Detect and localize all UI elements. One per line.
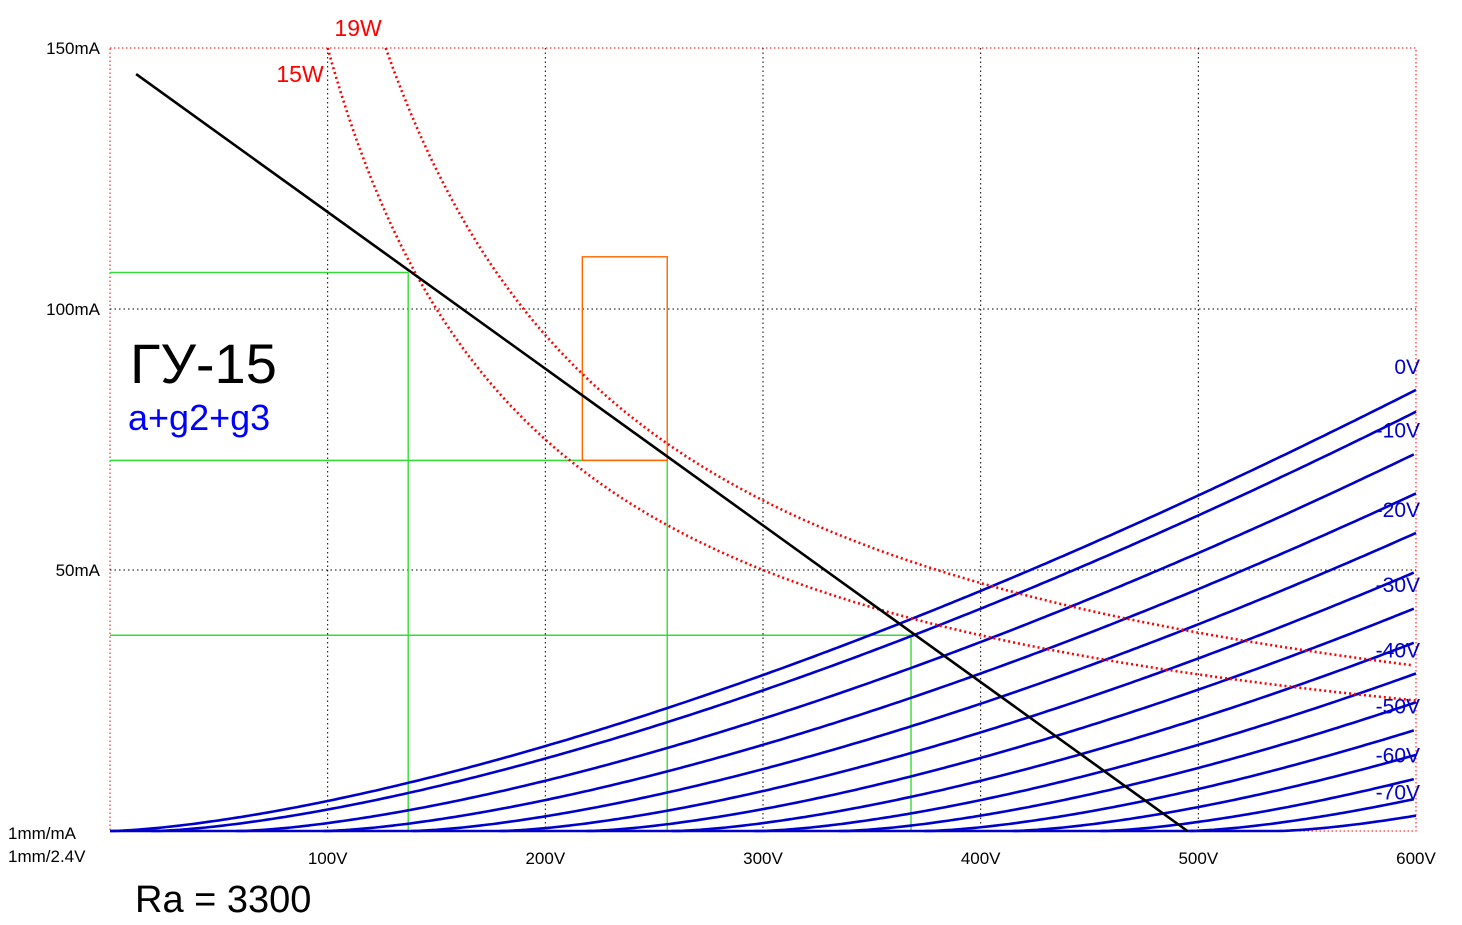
load-line-path (135, 73, 1189, 833)
curve-ug-20 (323, 531, 1417, 833)
x-tick-label: 100V (308, 849, 348, 868)
chart-title: ГУ-15 (130, 332, 277, 395)
curve-label: 0V (1394, 356, 1420, 379)
y-tick-label: 150mA (46, 39, 101, 58)
power-curve-label: 19W (334, 15, 382, 41)
curve-ug-30 (499, 607, 1415, 833)
curve-ug-65 (1100, 797, 1415, 833)
curve-label: -70V (1376, 782, 1420, 805)
power-curve (384, 47, 1414, 667)
labels: ГУ-15 a+g2+g3 Ra = 3300 1mm/mA 1mm/2.4V … (8, 15, 1437, 921)
x-tick-label: 600V (1396, 849, 1436, 868)
curve-label: -10V (1376, 419, 1420, 442)
x-tick-label: 500V (1178, 849, 1218, 868)
curve-ug-40 (671, 672, 1417, 833)
grid-voltage-curves (109, 388, 1417, 833)
power-curve-label: 15W (276, 61, 324, 87)
curve-ug-10 (151, 453, 1415, 833)
highlight-box (581, 256, 668, 462)
curve-ug-35 (586, 641, 1415, 833)
curve-ug-5 (110, 410, 1417, 833)
y-scale-label: 1mm/mA (8, 824, 77, 843)
load-line (135, 73, 1189, 833)
grid (109, 47, 1417, 832)
chart-subtitle: a+g2+g3 (128, 397, 270, 438)
x-tick-label: 400V (961, 849, 1001, 868)
highlight-rect (581, 256, 668, 462)
curve-label: -40V (1376, 639, 1420, 662)
curve-label: -20V (1376, 499, 1420, 522)
curve-label: -30V (1376, 574, 1420, 597)
power-dissipation-curves (326, 47, 1417, 702)
curve-ug-70 (1189, 814, 1417, 833)
x-tick-label: 200V (525, 849, 565, 868)
curve-ug-15 (236, 492, 1417, 833)
curve-label: -60V (1376, 745, 1420, 768)
curve-ug-55 (924, 753, 1417, 833)
operating-point-lines (110, 271, 912, 831)
x-tick-label: 300V (743, 849, 783, 868)
curve-ug0 (109, 388, 1417, 833)
x-scale-label: 1mm/2.4V (8, 847, 86, 866)
curve-ug-60 (1013, 777, 1415, 833)
load-resistance-label: Ra = 3300 (135, 879, 311, 921)
curve-label: -50V (1376, 696, 1420, 719)
y-tick-label: 50mA (56, 561, 101, 580)
y-tick-label: 100mA (46, 300, 101, 319)
